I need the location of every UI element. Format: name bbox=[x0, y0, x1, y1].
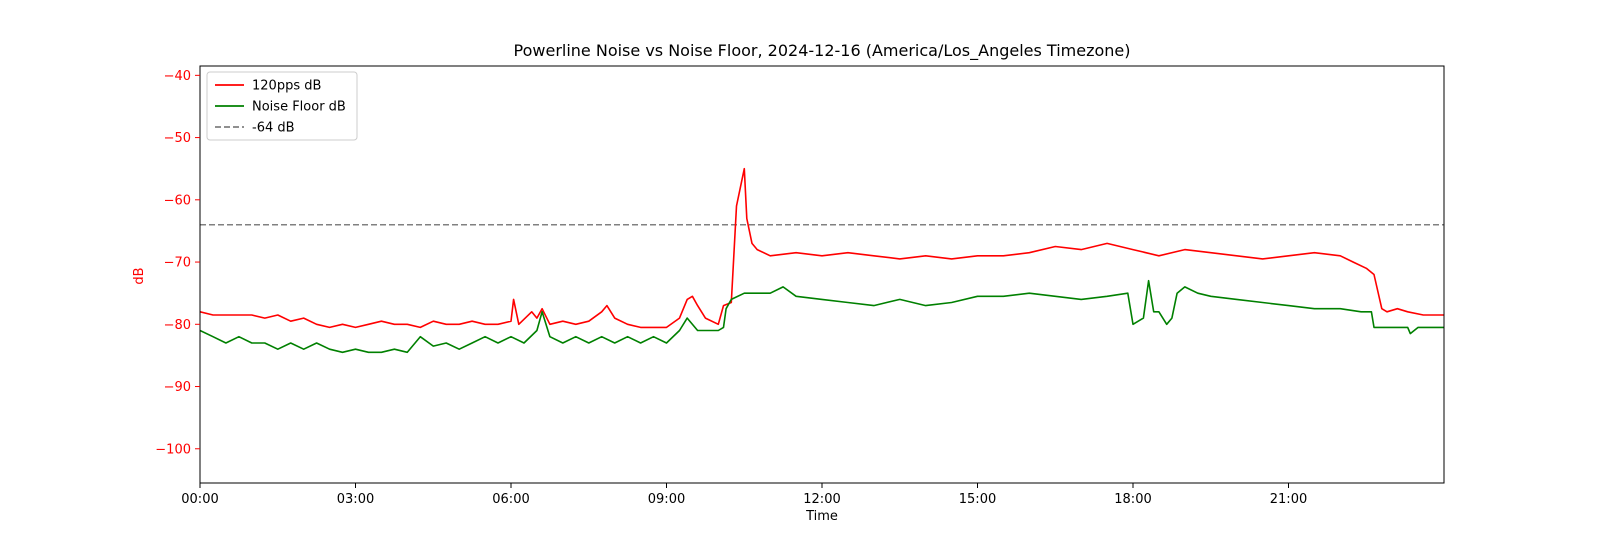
chart-title: Powerline Noise vs Noise Floor, 2024-12-… bbox=[514, 41, 1131, 61]
legend-box bbox=[206, 71, 358, 141]
y-axis: −40 −50 −60 −70 −80 −90 −100 bbox=[155, 69, 200, 457]
x-tick-label: 12:00 bbox=[803, 492, 840, 507]
x-tick-label: 09:00 bbox=[648, 492, 685, 507]
x-tick-label: 18:00 bbox=[1114, 492, 1151, 507]
legend-label: 120pps dB bbox=[252, 79, 321, 94]
y-tick-label: −40 bbox=[164, 69, 191, 84]
x-tick-label: 06:00 bbox=[492, 492, 529, 507]
y-axis-label: dB bbox=[132, 267, 147, 284]
x-axis-label: Time bbox=[805, 509, 838, 524]
x-tick-label: 03:00 bbox=[337, 492, 374, 507]
x-tick-label: 15:00 bbox=[959, 492, 996, 507]
y-tick-label: −70 bbox=[164, 256, 191, 271]
y-tick-label: −50 bbox=[164, 131, 191, 146]
legend-label: -64 dB bbox=[252, 121, 295, 136]
x-tick-label: 00:00 bbox=[181, 492, 218, 507]
x-axis: 00:00 03:00 06:00 09:00 12:00 15:00 18:00 21:00 bbox=[181, 483, 1307, 507]
y-tick-label: −80 bbox=[164, 318, 191, 333]
plot-frame bbox=[199, 65, 1445, 484]
y-tick-label: −90 bbox=[164, 380, 191, 395]
y-tick-label: −100 bbox=[155, 442, 191, 457]
plot-area bbox=[199, 65, 1445, 484]
x-tick-label: 21:00 bbox=[1270, 492, 1307, 507]
series-line-powerline bbox=[200, 167, 1444, 329]
legend-label: Noise Floor dB bbox=[252, 100, 346, 115]
legend: 120pps dB Noise Floor dB -64 dB bbox=[206, 71, 358, 141]
series-line-noise-floor bbox=[200, 279, 1444, 354]
y-tick-label: −60 bbox=[164, 193, 191, 208]
